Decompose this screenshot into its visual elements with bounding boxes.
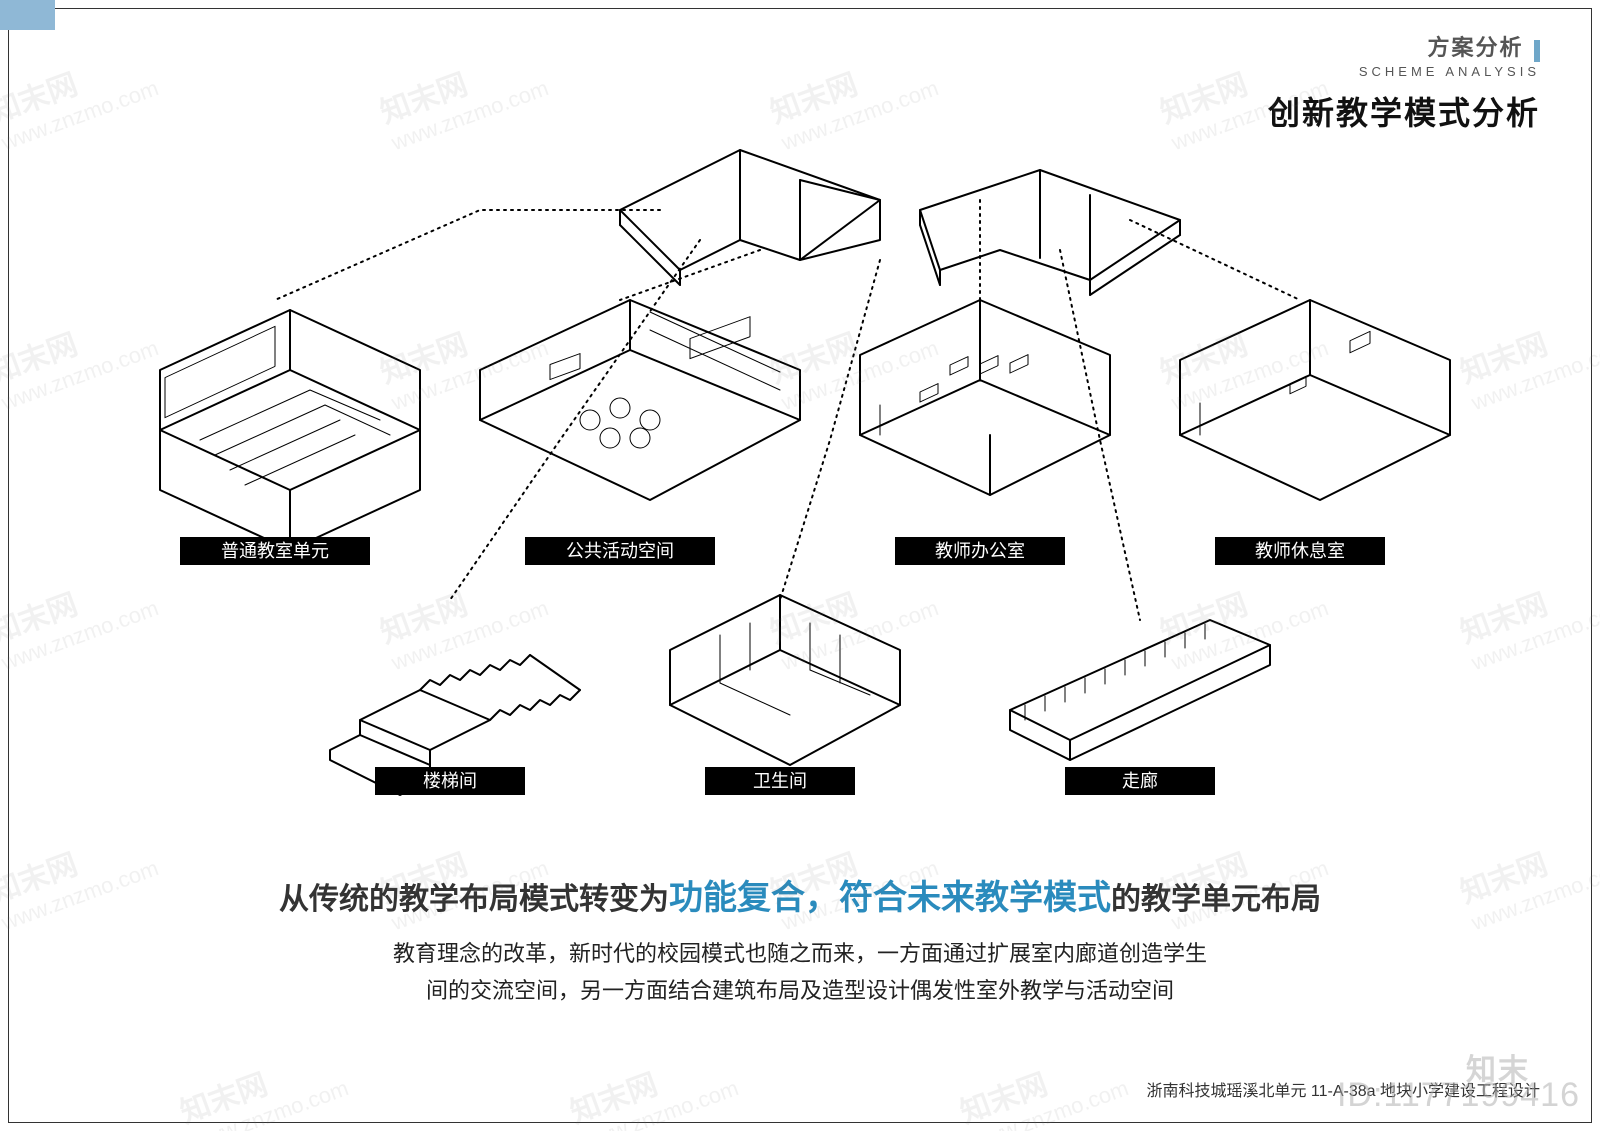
module-teacher-office xyxy=(860,300,1110,495)
label-stair: 楼梯间 xyxy=(423,771,477,791)
label-public-space: 公共活动空间 xyxy=(566,541,674,561)
watermark-id: ID:1177199416 xyxy=(1337,1076,1580,1115)
body-line-2: 间的交流空间，另一方面结合建筑布局及造型设计偶发性室外教学与活动空间 xyxy=(0,972,1600,1009)
label-corridor: 走廊 xyxy=(1122,771,1158,791)
label-boxes: 普通教室单元 公共活动空间 教师办公室 教师休息室 楼梯间 卫生间 走廊 xyxy=(180,537,1385,795)
module-restroom xyxy=(670,595,900,765)
module-teacher-lounge xyxy=(1180,300,1450,500)
leader-lines xyxy=(275,200,1300,620)
body-line-1: 教育理念的改革，新时代的校园模式也随之而来，一方面通过扩展室内廊道创造学生 xyxy=(0,935,1600,972)
header-cn: 方案分析 xyxy=(1428,30,1524,62)
overview-floorplate xyxy=(620,150,1180,295)
label-teacher-office: 教师办公室 xyxy=(935,541,1025,561)
tagline-accent: 功能复合，符合未来教学模式 xyxy=(669,879,1111,917)
header-accent-bar xyxy=(1534,40,1540,62)
tagline-pre: 从传统的教学布局模式转变为 xyxy=(279,883,669,916)
page-header: 方案分析 SCHEME ANALYSIS xyxy=(1359,30,1540,79)
body-text: 教育理念的改革，新时代的校园模式也随之而来，一方面通过扩展室内廊道创造学生 间的… xyxy=(0,935,1600,1010)
subheader: 创新教学模式分析 xyxy=(1268,88,1540,134)
tagline: 从传统的教学布局模式转变为功能复合，符合未来教学模式的教学单元布局 xyxy=(0,870,1600,919)
label-restroom: 卫生间 xyxy=(753,771,807,791)
label-classroom: 普通教室单元 xyxy=(221,541,329,561)
header-en: SCHEME ANALYSIS xyxy=(1359,64,1540,79)
label-teacher-lounge: 教师休息室 xyxy=(1255,541,1345,561)
module-classroom xyxy=(160,310,420,550)
diagram-area: 普通教室单元 公共活动空间 教师办公室 教师休息室 楼梯间 卫生间 走廊 xyxy=(60,140,1540,820)
left-tab xyxy=(0,0,55,30)
module-corridor xyxy=(1010,620,1270,760)
tagline-post: 的教学单元布局 xyxy=(1111,883,1321,916)
module-public-space xyxy=(480,300,800,500)
diagram-svg: 普通教室单元 公共活动空间 教师办公室 教师休息室 楼梯间 卫生间 走廊 xyxy=(60,140,1540,820)
